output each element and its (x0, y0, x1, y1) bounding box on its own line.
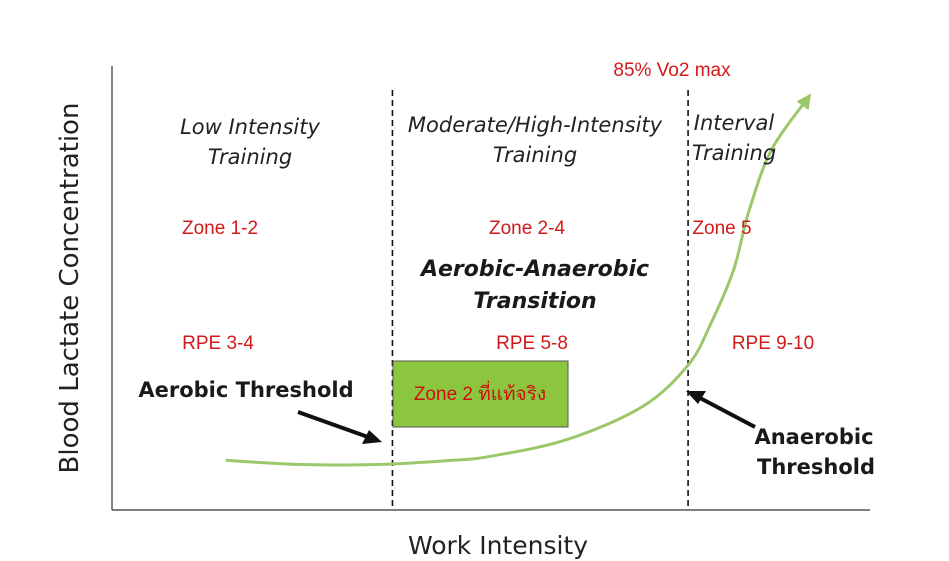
anaerobic-threshold-arrow (686, 391, 756, 429)
vo2-label: 85% Vo2 max (613, 60, 731, 81)
anaerobic-threshold-line1: Anaerobic (754, 425, 873, 449)
lactate-curve (225, 93, 812, 467)
region-2-title-line2: Training (493, 143, 577, 167)
region-3-rpe: RPE 9-10 (732, 333, 814, 354)
region-1-title-line1: Low Intensity (180, 115, 320, 139)
region-2-title-line1: Moderate/High-Intensity (408, 113, 663, 137)
zone2-highlight-label: Zone 2 ที่แท้จริง (414, 380, 546, 405)
x-axis-label: Work Intensity (408, 531, 588, 560)
transition-line2: Transition (473, 289, 596, 314)
region-1-rpe: RPE 3-4 (182, 333, 254, 354)
aerobic-threshold-label: Aerobic Threshold (138, 378, 353, 402)
region-3-title-line1: Interval (694, 111, 775, 135)
y-axis-label: Blood Lactate Concentration (55, 103, 85, 474)
region-2-zone: Zone 2-4 (489, 218, 565, 239)
region-3-zone: Zone 5 (692, 218, 751, 239)
region-1-zone: Zone 1-2 (182, 218, 258, 239)
region-1-title-line2: Training (208, 145, 292, 169)
region-3-title-line2: Training (692, 141, 776, 165)
anaerobic-threshold-line2: Threshold (757, 455, 875, 479)
aerobic-threshold-arrow (297, 410, 382, 444)
transition-line1: Aerobic-Anaerobic (419, 257, 649, 282)
zone2-highlight-box (392, 360, 569, 428)
region-2-rpe: RPE 5-8 (496, 333, 568, 354)
